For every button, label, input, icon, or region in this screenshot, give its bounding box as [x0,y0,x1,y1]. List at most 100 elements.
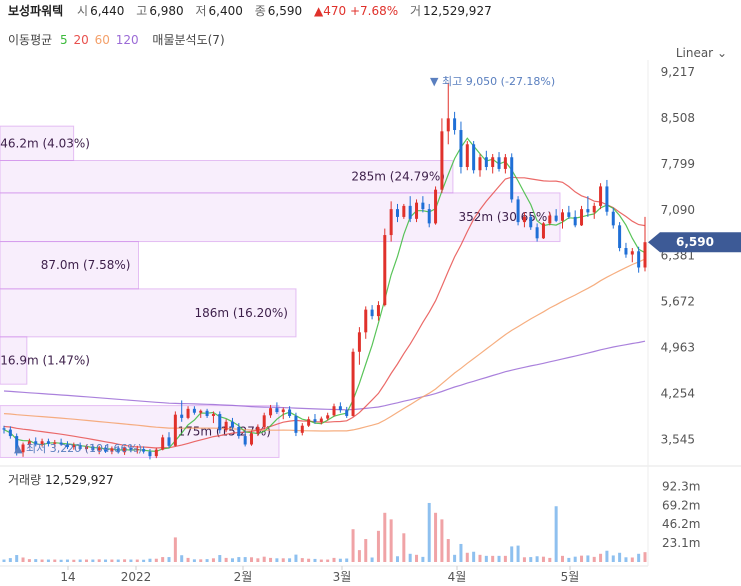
candle-body [161,437,165,450]
volume-bar [605,550,609,562]
y-tick-label: 4,254 [661,387,695,401]
volume-bar [8,558,12,562]
volume-bar [440,519,444,562]
candle-body [554,215,558,221]
volume-profile-label: 87.0m (7.58%) [41,258,131,272]
volume-bar [104,559,108,562]
volume-bar [59,559,63,562]
candle-body [357,332,361,352]
volume-bar [167,557,171,562]
candle-body [611,211,615,226]
volume-bar [351,529,355,562]
candle-body [281,409,285,413]
candle-body [269,408,273,416]
candle-body [167,437,171,446]
candle-body [237,426,241,437]
candle-body [434,189,438,224]
volume-bar [275,558,279,562]
volume-profile-label: 186m (16.20%) [194,306,288,320]
candle-body [599,186,603,206]
volume-bar [548,557,552,562]
volume-bar [567,557,571,562]
volume-value: 12,529,927 [423,4,492,18]
candle-body [484,157,488,167]
volume-bar [345,558,349,562]
moving-average-legend[interactable]: 이동평균 5 20 60 120 매물분석도(7) [8,31,229,48]
candle-body [415,202,419,219]
candle-body [567,212,571,217]
y-tick-label: 5,672 [661,295,695,309]
x-tick-label: 4월 [448,570,467,584]
candle-body [370,309,374,317]
volume-bar [541,556,545,562]
candle-body [637,251,641,268]
volume-profile-label[interactable]: 매물분석도(7) [152,33,225,47]
volume-bar [599,553,603,562]
volume-bar [624,557,628,562]
candle-body [123,447,127,453]
volume-bar [319,559,323,562]
open-label: 시 [77,4,89,18]
scale-label: Linear [675,46,714,60]
volume-bar [332,557,336,562]
volume-bar [65,559,69,562]
candle-body [573,216,577,226]
candle-body [548,215,552,224]
candle-body [491,157,495,167]
x-tick-label: 14 [60,570,75,584]
candle-body [408,205,412,219]
candle-body [516,199,520,223]
volume-bar [522,557,526,562]
chevron-down-icon: ⌄ [716,46,727,60]
volume-bar [300,558,304,562]
volume-bar [364,539,368,562]
candle-body [345,410,349,416]
ma-120: 120 [115,33,139,47]
volume-bar [243,557,247,562]
volume-bar [27,559,31,562]
volume-bar [491,555,495,562]
volume-bar [288,558,292,562]
x-tick-label: 2022 [121,570,152,584]
candle-body [351,351,355,416]
candle-body [34,441,38,445]
volume-bar [357,550,361,562]
volume-bar [338,558,342,562]
volume-bar [389,519,393,562]
volume-bar [554,506,558,562]
candle-body [53,442,57,444]
scale-dropdown[interactable]: Linear ⌄ [676,46,727,60]
volume-bar [376,530,380,562]
volume-bar [21,557,25,562]
candle-body [148,451,152,457]
candle-body [97,447,101,451]
volume-bar [250,557,254,562]
candle-body [338,406,342,411]
volume-bar [148,558,152,562]
volume-bar [224,557,228,562]
volume-bar [110,559,114,562]
volume-bar [421,556,425,562]
volume-bar [173,537,177,562]
candle-body [472,144,476,171]
candle-body [256,426,260,434]
candle-body [560,212,564,221]
ma-60-line [3,258,646,432]
candle-body [21,444,25,453]
stock-name: 보성파워텍 [8,4,64,18]
candle-body [319,418,323,422]
candle-body [427,209,431,224]
candle-body [78,445,82,450]
candle-body [27,441,31,445]
candle-body [85,446,89,450]
volume-bar [465,552,469,562]
ma-title: 이동평균 [8,33,53,47]
candle-body [332,406,336,416]
candle-body [288,409,292,416]
volume-bar [2,559,6,562]
candle-body [395,209,399,217]
candle-body [294,415,298,433]
min-price-annotation: ▲ 최저 3,220 (104.66%) [14,442,142,455]
volume-bar [211,558,215,562]
